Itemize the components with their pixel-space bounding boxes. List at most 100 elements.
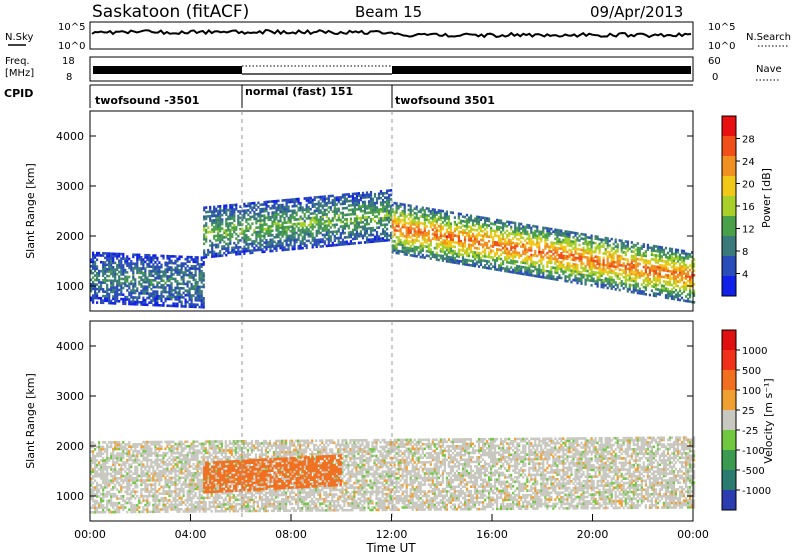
cpid-label: CPID xyxy=(4,87,33,100)
power-cell xyxy=(225,213,228,216)
power-cell xyxy=(233,246,236,249)
power-cell xyxy=(289,200,292,204)
power-cell xyxy=(166,295,169,298)
power-cell xyxy=(299,217,302,221)
power-cell xyxy=(219,238,222,242)
power-cell xyxy=(341,238,344,242)
cpid-segment-1: twofsound -3501 xyxy=(95,94,199,107)
power-cell xyxy=(401,218,404,222)
power-cell xyxy=(524,261,527,265)
power-cell xyxy=(662,289,665,292)
velocity-cell xyxy=(120,504,123,507)
power-cell xyxy=(506,240,509,244)
power-cell xyxy=(646,273,649,276)
power-cell xyxy=(687,257,690,260)
power-cell xyxy=(612,256,615,259)
velocity-cell xyxy=(100,472,103,476)
power-cell xyxy=(219,241,222,244)
power-cell xyxy=(490,235,493,239)
power-cell xyxy=(457,241,460,245)
power-cell xyxy=(343,200,346,203)
power-cell xyxy=(321,222,324,226)
power-cell xyxy=(235,205,238,209)
power-cell xyxy=(203,233,206,237)
power-cell xyxy=(98,296,101,300)
velocity-cell xyxy=(122,461,125,464)
power-cell xyxy=(602,238,605,242)
power-cell xyxy=(612,258,615,261)
power-cell xyxy=(482,239,485,242)
power-cell xyxy=(520,222,523,226)
power-cell xyxy=(610,255,613,259)
power-cell xyxy=(674,277,678,281)
power-cell xyxy=(241,218,244,222)
power-cell xyxy=(488,219,491,223)
power-cell xyxy=(150,283,153,286)
power-cell xyxy=(490,249,493,252)
power-cell xyxy=(508,268,511,271)
power-cell xyxy=(413,241,416,244)
power-cell xyxy=(367,215,371,219)
power-cell xyxy=(190,276,193,279)
power-cell xyxy=(473,251,477,254)
power-cell xyxy=(689,282,692,285)
power-cell xyxy=(309,225,312,229)
power-cell xyxy=(194,274,197,277)
power-cell xyxy=(203,206,206,210)
power-cell xyxy=(333,205,336,209)
power-cell xyxy=(656,261,659,264)
power-cell xyxy=(632,264,635,267)
power-cell xyxy=(136,287,139,290)
power-cell xyxy=(542,258,545,261)
power-cell xyxy=(231,248,234,252)
velocity-cell xyxy=(104,492,107,496)
power-cell xyxy=(205,237,208,241)
power-cell xyxy=(582,242,585,245)
power-cell xyxy=(680,292,684,295)
power-cell xyxy=(102,267,105,271)
power-cell xyxy=(544,240,547,243)
power-cell xyxy=(255,219,258,223)
power-cell xyxy=(656,292,659,296)
velocity-cell xyxy=(122,497,125,500)
power-cell xyxy=(441,245,444,249)
power-cell xyxy=(482,225,485,229)
velocity-cell xyxy=(104,450,107,453)
power-cell xyxy=(323,197,326,201)
power-cell xyxy=(168,295,171,299)
power-cell xyxy=(373,192,377,196)
velocity-cell xyxy=(122,481,125,485)
power-cell xyxy=(213,219,216,222)
power-cell xyxy=(678,258,682,261)
power-cell xyxy=(457,253,460,256)
power-cell xyxy=(407,228,410,232)
power-cell xyxy=(658,245,661,249)
power-cell xyxy=(496,243,499,247)
power-cell xyxy=(124,298,127,301)
power-cell xyxy=(388,220,391,224)
velocity-cell xyxy=(128,456,131,460)
power-cell xyxy=(386,227,389,231)
power-cell xyxy=(241,250,244,253)
velocity-cell xyxy=(96,501,99,505)
power-cell xyxy=(323,202,326,205)
power-cell xyxy=(285,198,288,202)
power-cell xyxy=(357,207,360,211)
power-cell xyxy=(307,201,310,204)
power-cell xyxy=(670,292,674,296)
velocity-cell xyxy=(104,465,107,469)
power-cell xyxy=(184,257,187,261)
power-cell xyxy=(196,263,199,266)
velocity-cell xyxy=(112,463,115,467)
power-cell xyxy=(691,266,694,270)
power-cell xyxy=(202,276,205,280)
power-cell xyxy=(327,210,330,214)
power-cell xyxy=(225,229,228,232)
power-cell xyxy=(518,272,521,275)
power-cell xyxy=(685,254,688,258)
power-cell xyxy=(542,276,545,279)
power-cell xyxy=(309,219,312,222)
power-cell xyxy=(530,253,533,257)
power-cell xyxy=(449,238,452,241)
power-cell xyxy=(203,238,206,241)
